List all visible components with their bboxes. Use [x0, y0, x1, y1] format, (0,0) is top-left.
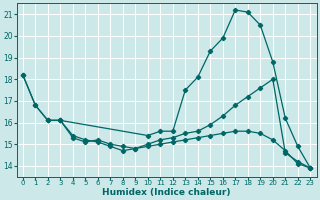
- X-axis label: Humidex (Indice chaleur): Humidex (Indice chaleur): [102, 188, 231, 197]
